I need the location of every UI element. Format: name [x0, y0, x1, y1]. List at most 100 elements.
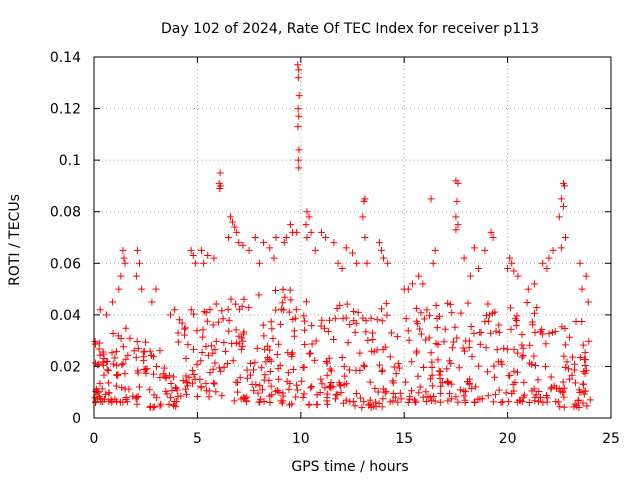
data-point [572, 318, 580, 326]
data-point [104, 367, 112, 375]
data-point [579, 380, 587, 388]
data-point [495, 386, 503, 394]
data-point [236, 374, 244, 382]
data-point [411, 398, 419, 406]
data-point [140, 357, 148, 365]
data-point [283, 377, 291, 385]
data-point [422, 336, 430, 344]
data-point [402, 378, 410, 386]
data-point [279, 392, 287, 400]
data-point [531, 361, 539, 369]
data-point [209, 349, 217, 357]
data-point [113, 397, 121, 405]
data-point [562, 234, 570, 241]
data-point [202, 380, 210, 388]
data-point [269, 335, 277, 343]
data-point [444, 397, 452, 405]
data-point [334, 259, 342, 267]
data-point [267, 382, 275, 390]
data-point [360, 197, 368, 205]
data-point [117, 272, 125, 280]
data-point [428, 382, 436, 390]
data-point [362, 317, 370, 325]
data-point [499, 398, 507, 406]
data-point [94, 387, 102, 395]
data-point [119, 246, 127, 254]
data-point [542, 340, 550, 348]
data-point [134, 369, 142, 377]
data-point [114, 332, 122, 340]
data-point [305, 213, 313, 221]
data-point [303, 208, 311, 216]
data-point [112, 382, 120, 390]
data-point [461, 388, 469, 396]
data-point [167, 379, 175, 387]
data-point [506, 372, 514, 379]
data-point [278, 399, 286, 407]
data-point [375, 399, 383, 407]
data-point [341, 372, 349, 380]
data-point [138, 285, 146, 293]
data-point [453, 334, 461, 342]
data-point [391, 393, 399, 401]
data-point [159, 370, 167, 378]
data-point [243, 374, 251, 382]
data-point [167, 311, 175, 319]
data-point [467, 323, 475, 331]
data-point [111, 354, 119, 362]
data-point [456, 386, 464, 394]
data-point [173, 386, 181, 394]
data-point [579, 341, 587, 349]
data-point [568, 371, 576, 379]
data-point [224, 305, 232, 313]
data-point [531, 393, 539, 401]
data-point [575, 386, 583, 394]
data-point [220, 338, 228, 346]
data-point [202, 342, 210, 350]
data-point [559, 203, 567, 211]
data-point [215, 318, 223, 326]
data-point [428, 358, 436, 366]
data-point [490, 362, 498, 370]
data-point [514, 272, 522, 280]
x-tick-label: 20 [499, 431, 517, 447]
data-point [262, 358, 270, 366]
data-point [251, 359, 259, 367]
data-point [560, 403, 568, 411]
data-point [534, 376, 542, 384]
data-point [193, 327, 201, 335]
data-point [351, 402, 359, 410]
data-point [533, 304, 541, 312]
data-point [428, 371, 436, 379]
data-point [491, 308, 499, 316]
data-point [209, 365, 217, 373]
data-point [133, 400, 141, 408]
data-point [184, 341, 192, 349]
data-point [381, 389, 389, 397]
x-axis-label: GPS time / hours [291, 459, 408, 475]
data-point [531, 329, 539, 337]
data-point [171, 306, 179, 314]
data-point [569, 353, 577, 361]
data-point [506, 304, 514, 312]
data-point [96, 379, 104, 387]
data-point [386, 398, 394, 406]
data-point [422, 397, 430, 405]
data-point [197, 383, 205, 391]
data-point [380, 254, 388, 262]
data-point [539, 259, 547, 267]
data-point [449, 338, 457, 346]
data-point [331, 315, 339, 323]
data-point [386, 353, 394, 361]
data-point [294, 74, 302, 82]
data-point [322, 234, 330, 241]
data-point [109, 330, 117, 338]
data-point [190, 370, 198, 378]
data-point [548, 383, 556, 391]
data-point [323, 359, 331, 367]
chart-title: Day 102 of 2024, Rate Of TEC Index for r… [161, 21, 539, 37]
data-point [566, 375, 574, 383]
data-point [539, 398, 547, 406]
data-point [150, 370, 158, 378]
data-point [210, 379, 218, 387]
